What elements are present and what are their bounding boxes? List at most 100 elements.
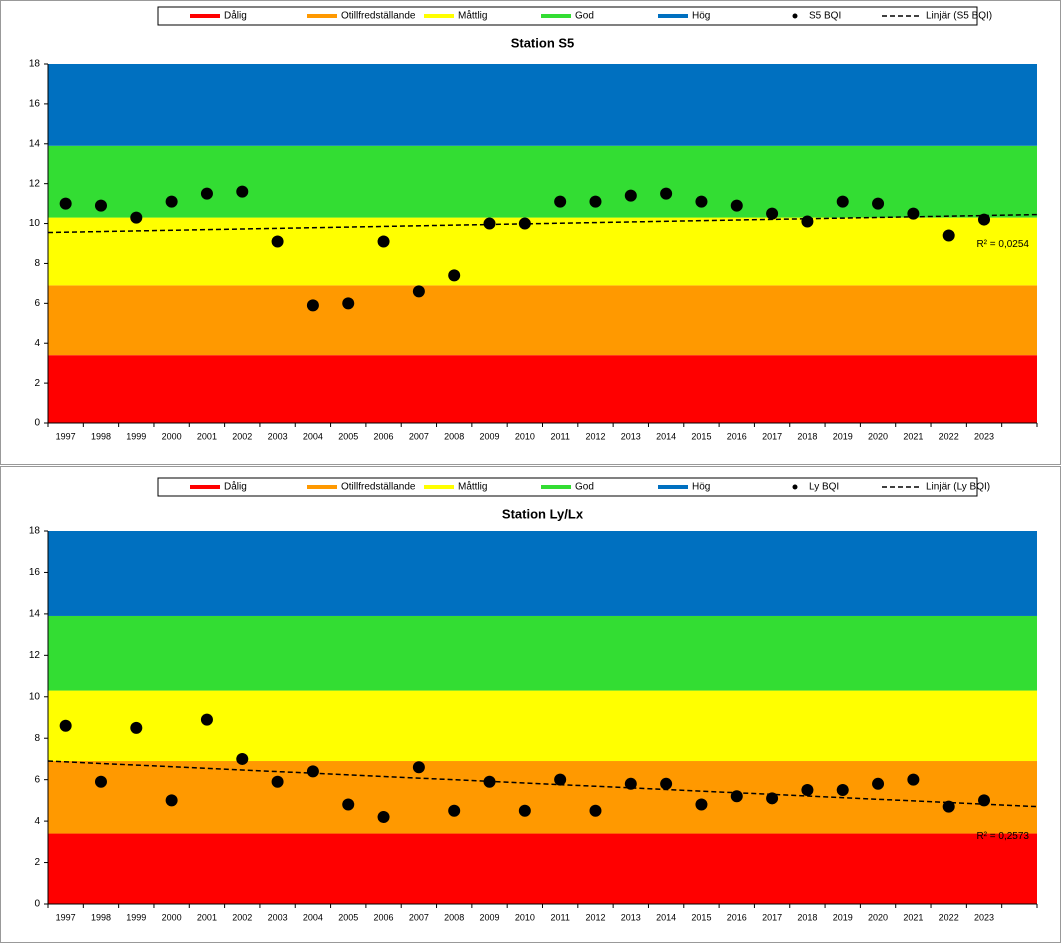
data-point [306, 299, 319, 312]
data-point [907, 207, 920, 220]
data-point [165, 794, 178, 807]
data-point [942, 229, 955, 242]
x-tick-label: 2018 [797, 431, 817, 441]
x-tick-label: 2016 [727, 912, 747, 922]
x-tick-label: 2003 [268, 431, 288, 441]
x-tick-label: 2007 [409, 912, 429, 922]
x-tick-label: 2009 [480, 431, 500, 441]
legend-swatch [792, 13, 798, 19]
y-tick-label: 12 [29, 178, 41, 189]
legend-label: Hög [692, 482, 710, 493]
x-tick-label: 2008 [444, 431, 464, 441]
legend-label: Måttlig [458, 10, 487, 22]
band [48, 531, 1037, 616]
x-tick-label: 2014 [656, 431, 676, 441]
x-tick-label: 2022 [939, 431, 959, 441]
y-tick-label: 16 [29, 99, 41, 110]
x-tick-label: 2023 [974, 912, 994, 922]
band [48, 690, 1037, 762]
band [48, 285, 1037, 356]
band [48, 615, 1037, 691]
x-tick-label: 2006 [374, 431, 394, 441]
y-tick-label: 4 [34, 816, 40, 827]
data-point [483, 775, 496, 788]
x-tick-label: 2022 [939, 912, 959, 922]
data-point [695, 798, 708, 811]
legend-label: Måttlig [458, 481, 487, 493]
x-tick-label: 2012 [585, 912, 605, 922]
x-tick-label: 2021 [903, 431, 923, 441]
data-point [271, 775, 284, 788]
x-tick-label: 2006 [374, 912, 394, 922]
data-point [94, 199, 107, 212]
trend-line [47, 760, 1038, 808]
legend-swatch [792, 484, 798, 490]
x-tick-label: 2000 [162, 912, 182, 922]
y-tick-label: 8 [34, 258, 40, 269]
data-point [978, 794, 991, 807]
data-point [271, 235, 284, 248]
y-tick-label: 0 [34, 899, 40, 910]
band [48, 217, 1037, 286]
x-tick-label: 2010 [515, 912, 535, 922]
x-tick-label: 2004 [303, 912, 323, 922]
x-tick-label: 2019 [833, 431, 853, 441]
data-point [94, 775, 107, 788]
data-point [236, 185, 249, 198]
data-point [236, 752, 249, 765]
x-tick-label: 2013 [621, 431, 641, 441]
data-point [589, 804, 602, 817]
legend-label: Hög [692, 11, 710, 22]
x-tick-label: 2020 [868, 431, 888, 441]
y-tick-label: 0 [34, 418, 40, 429]
data-point [554, 773, 567, 786]
x-tick-label: 2005 [338, 431, 358, 441]
band [48, 145, 1037, 218]
x-tick-label: 2019 [833, 912, 853, 922]
x-tick-label: 2002 [232, 912, 252, 922]
y-tick-label: 14 [29, 138, 41, 149]
legend-label: Dålig [224, 481, 247, 493]
x-tick-label: 2002 [232, 431, 252, 441]
data-point [660, 777, 673, 790]
data-point [200, 187, 213, 200]
band [48, 355, 1037, 423]
data-point [412, 761, 425, 774]
band [48, 64, 1037, 146]
band [48, 833, 1037, 904]
data-point [200, 713, 213, 726]
x-tick-label: 1997 [56, 912, 76, 922]
data-point [518, 804, 531, 817]
data-point [766, 207, 779, 220]
data-point [165, 195, 178, 208]
y-tick-label: 2 [34, 857, 40, 868]
x-tick-label: 2013 [621, 912, 641, 922]
x-tick-label: 2001 [197, 912, 217, 922]
data-point [907, 773, 920, 786]
legend-label: Otillfredställande [341, 11, 416, 22]
data-point [836, 784, 849, 797]
legend-label: Linjär (S5 BQI) [926, 11, 992, 22]
x-tick-label: 2008 [444, 912, 464, 922]
band [48, 761, 1037, 834]
y-tick-label: 14 [29, 609, 41, 620]
x-tick-label: 1999 [126, 431, 146, 441]
trend-line [47, 213, 1038, 234]
y-tick-label: 4 [34, 338, 40, 349]
data-point [130, 211, 143, 224]
data-point [978, 213, 991, 226]
chart-title: Station Ly/Lx [502, 506, 584, 521]
data-point [801, 215, 814, 228]
x-tick-label: 2012 [585, 431, 605, 441]
y-tick-label: 6 [34, 774, 40, 785]
x-tick-label: 2007 [409, 431, 429, 441]
r-squared: R² = 0,0254 [976, 239, 1029, 250]
x-tick-label: 2003 [268, 912, 288, 922]
x-tick-label: 1997 [56, 431, 76, 441]
data-point [730, 199, 743, 212]
x-tick-label: 2017 [762, 912, 782, 922]
data-point [624, 189, 637, 202]
data-point [448, 269, 461, 282]
